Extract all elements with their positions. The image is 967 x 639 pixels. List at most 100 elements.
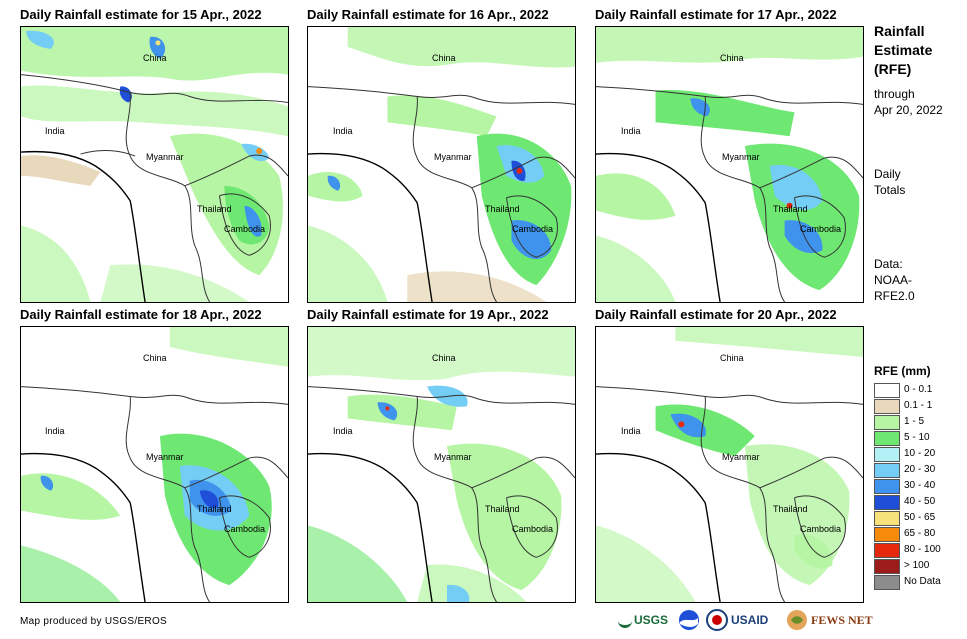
legend-swatch xyxy=(874,559,900,574)
legend-item: 30 - 40 xyxy=(874,479,964,495)
legend-item: 20 - 30 xyxy=(874,463,964,479)
map-panel-17-apr: Daily Rainfall estimate for 17 Apr., 202… xyxy=(595,6,895,306)
map-panel-18-apr: Daily Rainfall estimate for 18 Apr., 202… xyxy=(20,306,320,606)
rain-bands xyxy=(308,327,575,602)
label-myanmar: Myanmar xyxy=(146,152,184,162)
label-china: China xyxy=(432,353,456,363)
usgs-logo: USGS xyxy=(618,607,668,633)
totals-label: Totals xyxy=(874,183,906,197)
fews-net-logo-text: FEWS NET xyxy=(811,612,873,627)
label-cambodia: Cambodia xyxy=(800,224,842,234)
data-source-line1: NOAA- xyxy=(874,273,913,287)
legend-title: RFE (mm) xyxy=(874,364,931,378)
label-myanmar: Myanmar xyxy=(434,452,472,462)
legend-label: 65 - 80 xyxy=(904,528,936,539)
label-thailand: Thailand xyxy=(485,504,520,514)
map-canvas xyxy=(308,27,575,302)
map-panel-16-apr: Daily Rainfall estimate for 16 Apr., 202… xyxy=(307,6,607,306)
daily-label: Daily xyxy=(874,167,901,181)
rfe-title: Rainfall Estimate (RFE) xyxy=(874,23,933,77)
legend-label: 50 - 65 xyxy=(904,512,936,523)
noaa-logo-icon xyxy=(678,607,700,633)
legend-swatch xyxy=(874,495,900,510)
label-thailand: Thailand xyxy=(773,504,808,514)
rain-bands xyxy=(308,27,575,302)
rainfall-map: China India Myanmar Thailand Cambodia xyxy=(595,326,864,603)
map-canvas xyxy=(21,327,288,602)
rainfall-map: China India Myanmar Thailand Cambodia xyxy=(20,326,289,603)
label-china: China xyxy=(432,53,456,63)
label-china: China xyxy=(143,353,167,363)
label-cambodia: Cambodia xyxy=(512,524,554,534)
data-label: Data: xyxy=(874,257,903,271)
legend-swatch xyxy=(874,543,900,558)
legend-label: 0.1 - 1 xyxy=(904,400,933,411)
legend-label: 20 - 30 xyxy=(904,464,936,475)
panel-title: Daily Rainfall estimate for 17 Apr., 202… xyxy=(595,7,837,22)
map-panel-15-apr: Daily Rainfall estimate for 15 Apr., 202… xyxy=(20,6,320,306)
usgs-logo-text: USGS xyxy=(634,613,669,627)
fews-net-globe-icon xyxy=(787,610,807,630)
label-india: India xyxy=(333,426,353,436)
legend-swatch xyxy=(874,447,900,462)
rain-bands xyxy=(21,27,288,302)
legend-swatch xyxy=(874,511,900,526)
through-date: Apr 20, 2022 xyxy=(874,103,943,117)
legend-label: 30 - 40 xyxy=(904,480,936,491)
rainfall-map: China India Myanmar Thailand Cambodia xyxy=(307,326,576,603)
country-borders xyxy=(308,386,575,602)
panel-title: Daily Rainfall estimate for 18 Apr., 202… xyxy=(20,307,262,322)
legend-swatch xyxy=(874,463,900,478)
legend-swatch xyxy=(874,575,900,590)
label-myanmar: Myanmar xyxy=(434,152,472,162)
legend-item: 10 - 20 xyxy=(874,447,964,463)
map-canvas xyxy=(308,327,575,602)
panel-title: Daily Rainfall estimate for 15 Apr., 202… xyxy=(20,7,262,22)
legend-item: > 100 xyxy=(874,559,964,575)
country-borders xyxy=(21,386,288,602)
label-india: India xyxy=(333,126,353,136)
map-panel-20-apr: Daily Rainfall estimate for 20 Apr., 202… xyxy=(595,306,895,606)
country-borders xyxy=(596,386,863,602)
label-thailand: Thailand xyxy=(773,204,808,214)
fews-net-logo: FEWS NET xyxy=(786,607,873,633)
rainfall-map: China India Myanmar Thailand Cambodia xyxy=(20,26,289,303)
legend-label: 40 - 50 xyxy=(904,496,936,507)
label-thailand: Thailand xyxy=(197,504,232,514)
legend-label: 5 - 10 xyxy=(904,432,930,443)
rainfall-map: China India Myanmar Thailand Cambodia xyxy=(307,26,576,303)
usaid-logo: USAID xyxy=(706,607,768,633)
label-myanmar: Myanmar xyxy=(146,452,184,462)
country-borders xyxy=(308,86,575,302)
usaid-logo-text: USAID xyxy=(731,613,769,627)
label-cambodia: Cambodia xyxy=(224,224,266,234)
data-source-line2: RFE2.0 xyxy=(874,289,915,303)
legend-label: 1 - 5 xyxy=(904,416,925,427)
usaid-seal-icon xyxy=(706,609,728,631)
legend-item: 40 - 50 xyxy=(874,495,964,511)
label-thailand: Thailand xyxy=(485,204,520,214)
rain-bands xyxy=(596,327,863,602)
through-label: through xyxy=(874,87,915,101)
label-china: China xyxy=(720,353,744,363)
legend-swatch xyxy=(874,479,900,494)
country-borders xyxy=(21,74,288,302)
rain-bands xyxy=(596,27,863,302)
label-cambodia: Cambodia xyxy=(800,524,842,534)
legend-item: 80 - 100 xyxy=(874,543,964,559)
rainfall-map: China India Myanmar Thailand Cambodia xyxy=(595,26,864,303)
label-india: India xyxy=(621,426,641,436)
rain-bands xyxy=(21,327,288,602)
legend-label: 10 - 20 xyxy=(904,448,936,459)
legend-item: 0.1 - 1 xyxy=(874,399,964,415)
legend-swatch xyxy=(874,527,900,542)
label-china: China xyxy=(143,53,167,63)
label-cambodia: Cambodia xyxy=(224,524,266,534)
legend-swatch xyxy=(874,399,900,414)
map-panel-19-apr: Daily Rainfall estimate for 19 Apr., 202… xyxy=(307,306,607,606)
label-india: India xyxy=(621,126,641,136)
label-myanmar: Myanmar xyxy=(722,452,760,462)
panel-title: Daily Rainfall estimate for 20 Apr., 202… xyxy=(595,307,837,322)
legend-item: 0 - 0.1 xyxy=(874,383,964,399)
map-credit: Map produced by USGS/EROS xyxy=(20,616,168,627)
